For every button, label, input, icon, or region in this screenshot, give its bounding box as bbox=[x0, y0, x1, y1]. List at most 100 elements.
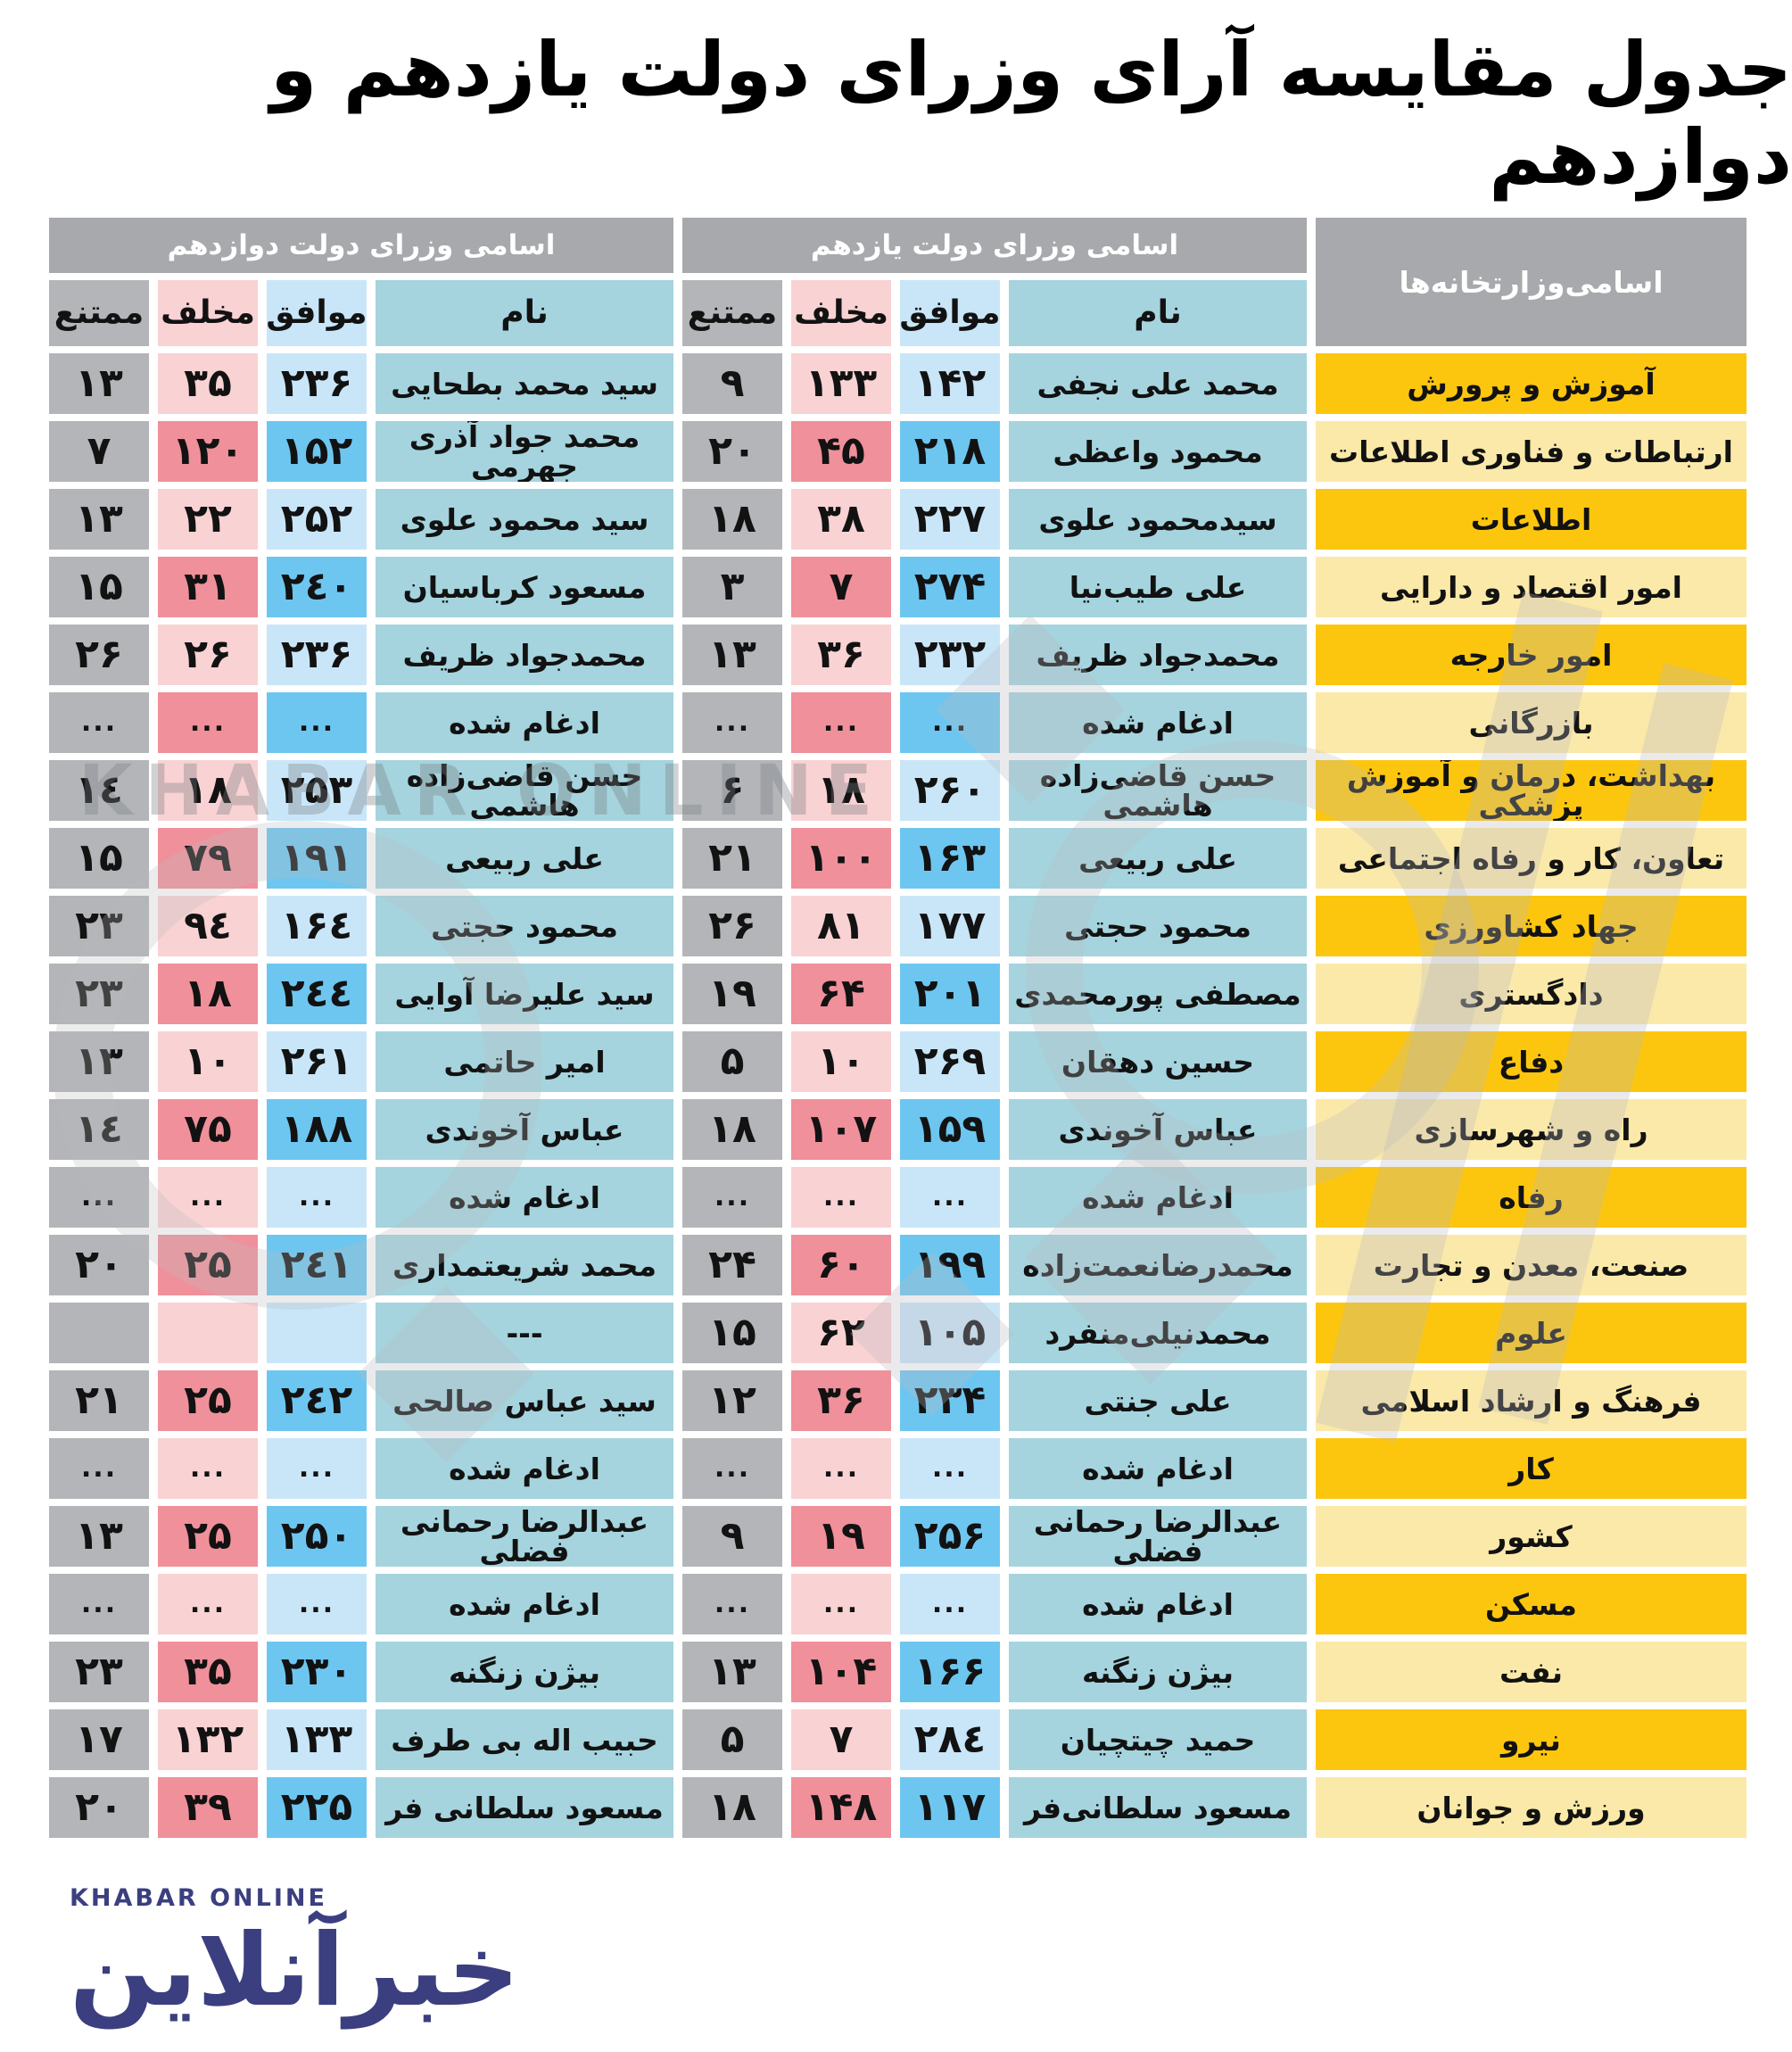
gov11-agree-votes-cell: ۱۱۷ bbox=[900, 1777, 1000, 1838]
gov11-minister-name-cell: عبدالرضا رحمانی فضلی bbox=[1009, 1506, 1307, 1567]
gov11-abstain-votes-cell: ... bbox=[682, 1167, 782, 1228]
gov11-minister-name-cell: محمد علی نجفی bbox=[1009, 353, 1307, 414]
ministry-cell: راه و شهرسازی bbox=[1316, 1099, 1747, 1160]
gov11-oppose-votes-cell: ۸۱ bbox=[791, 896, 891, 956]
gov12-oppose-votes-cell: ۱۸ bbox=[158, 760, 258, 821]
gov11-minister-name-cell: بیژن زنگنه bbox=[1009, 1642, 1307, 1702]
gov12-oppose-votes-cell: ۲۵ bbox=[158, 1235, 258, 1295]
gov12-abstain-votes-cell: ۷ bbox=[49, 421, 149, 482]
gov12-agree-votes-cell: ۲٤۱ bbox=[267, 1235, 367, 1295]
gov11-agree-votes-cell: ۲۷۴ bbox=[900, 557, 1000, 617]
gov12-oppose-votes-cell: ۱۲۰ bbox=[158, 421, 258, 482]
gov11-oppose-votes-cell: ۶۰ bbox=[791, 1235, 891, 1295]
gov11-agree-votes-cell: ۲۵۶ bbox=[900, 1506, 1000, 1567]
gov12-abstain-votes-cell: ۲۱ bbox=[49, 1370, 149, 1431]
gov12-agree-votes-cell: ۲۳۶ bbox=[267, 353, 367, 414]
gov12-agree-votes-cell: ... bbox=[267, 692, 367, 753]
gov12-minister-name-cell: سید عباس صالحی bbox=[376, 1370, 673, 1431]
gov11-oppose-votes-cell: ۱۰۰ bbox=[791, 828, 891, 889]
gov11-minister-name-cell: محمدجواد ظریف bbox=[1009, 625, 1307, 685]
ministry-cell: آموزش و پرورش bbox=[1316, 353, 1747, 414]
gov12-oppose-votes-cell: ۳۵ bbox=[158, 353, 258, 414]
ministry-cell: ورزش و جوانان bbox=[1316, 1777, 1747, 1838]
gov11-minister-name-cell: محمود حجتی bbox=[1009, 896, 1307, 956]
gov12-oppose-votes-cell: ... bbox=[158, 692, 258, 753]
gov12-minister-name-cell: ادغام شده bbox=[376, 1438, 673, 1499]
ministry-cell: جهاد کشاورزی bbox=[1316, 896, 1747, 956]
gov11-abstain-votes-cell: ۲۴ bbox=[682, 1235, 782, 1295]
gov12-abstain-votes-cell bbox=[49, 1303, 149, 1363]
gov11-abstain-votes-cell: ۵ bbox=[682, 1031, 782, 1092]
gov11-abstain-votes-cell: ۲۱ bbox=[682, 828, 782, 889]
gov11-agree-votes-cell: ۱۵۹ bbox=[900, 1099, 1000, 1160]
gov12-oppose-votes-cell: ۷۹ bbox=[158, 828, 258, 889]
gov11-minister-name-cell: علی جنتی bbox=[1009, 1370, 1307, 1431]
gov12-agree-votes-cell: ۲۶۱ bbox=[267, 1031, 367, 1092]
gov12-minister-name-cell: حبیب اله بی طرف bbox=[376, 1709, 673, 1770]
gov12-abstain-votes-cell: ۱۳ bbox=[49, 489, 149, 550]
gov12-minister-name-cell: بیژن زنگنه bbox=[376, 1642, 673, 1702]
gov12-oppose-votes-cell: ... bbox=[158, 1167, 258, 1228]
gov11-abstain-votes-cell: ۲۰ bbox=[682, 421, 782, 482]
gov11-agree-votes-cell: ... bbox=[900, 1574, 1000, 1634]
gov12-abstain-votes-cell: ۱۷ bbox=[49, 1709, 149, 1770]
ministry-cell: دفاع bbox=[1316, 1031, 1747, 1092]
gov11-abstain-votes-cell: ... bbox=[682, 692, 782, 753]
gov11-oppose-votes-cell: ۳۸ bbox=[791, 489, 891, 550]
gov12-agree-column-header: موافق bbox=[267, 280, 367, 346]
gov11-agree-votes-cell: ۱۶۳ bbox=[900, 828, 1000, 889]
ministry-cell: امور اقتصاد و دارایی bbox=[1316, 557, 1747, 617]
gov12-agree-votes-cell: ۱۶٤ bbox=[267, 896, 367, 956]
gov12-abstain-votes-cell: ۱۵ bbox=[49, 557, 149, 617]
gov11-minister-name-cell: محمود واعظی bbox=[1009, 421, 1307, 482]
gov12-abstain-votes-cell: ۲۰ bbox=[49, 1235, 149, 1295]
gov11-minister-name-cell: ادغام شده bbox=[1009, 692, 1307, 753]
gov12-abstain-votes-cell: ۲۳ bbox=[49, 964, 149, 1024]
gov11-agree-votes-cell: ۲۳۴ bbox=[900, 1370, 1000, 1431]
gov11-agree-votes-cell: ۲۸٤ bbox=[900, 1709, 1000, 1770]
gov12-minister-name-cell: ادغام شده bbox=[376, 1574, 673, 1634]
gov11-agree-votes-cell: ۱۴۲ bbox=[900, 353, 1000, 414]
gov11-agree-votes-cell: ۲۳۲ bbox=[900, 625, 1000, 685]
gov11-abstain-votes-cell: ۱۲ bbox=[682, 1370, 782, 1431]
gov11-minister-name-cell: محمدرضانعمت‌زاده bbox=[1009, 1235, 1307, 1295]
votes-comparison-table: اسامی‌وزارتخانه‌ها اسامی وزرای دولت یازد… bbox=[49, 218, 1747, 1838]
gov12-abstain-votes-cell: ۱٤ bbox=[49, 1099, 149, 1160]
gov12-abstain-votes-cell: ... bbox=[49, 692, 149, 753]
gov12-oppose-votes-cell: ۱۳۲ bbox=[158, 1709, 258, 1770]
gov11-group-header: اسامی وزرای دولت یازدهم bbox=[682, 218, 1307, 273]
gov11-minister-name-cell: ادغام شده bbox=[1009, 1438, 1307, 1499]
gov11-oppose-votes-cell: ۱۳۳ bbox=[791, 353, 891, 414]
gov12-agree-votes-cell: ۲۵۰ bbox=[267, 1506, 367, 1567]
gov11-oppose-votes-cell: ... bbox=[791, 1438, 891, 1499]
ministry-cell: فرهنگ و ارشاد اسلامی bbox=[1316, 1370, 1747, 1431]
gov12-minister-name-cell: --- bbox=[376, 1303, 673, 1363]
gov11-oppose-votes-cell: ۱۰۷ bbox=[791, 1099, 891, 1160]
gov12-oppose-votes-cell: ۷۵ bbox=[158, 1099, 258, 1160]
ministry-cell: کشور bbox=[1316, 1506, 1747, 1567]
gov11-oppose-votes-cell: ۶۲ bbox=[791, 1303, 891, 1363]
ministry-cell: رفاه bbox=[1316, 1167, 1747, 1228]
ministries-group-header: اسامی‌وزارتخانه‌ها bbox=[1316, 218, 1747, 346]
gov11-abstain-votes-cell: ... bbox=[682, 1438, 782, 1499]
gov12-abstain-votes-cell: ... bbox=[49, 1574, 149, 1634]
gov11-oppose-votes-cell: ۱۸ bbox=[791, 760, 891, 821]
gov12-agree-votes-cell: ... bbox=[267, 1438, 367, 1499]
gov12-minister-name-cell: مسعود سلطانی فر bbox=[376, 1777, 673, 1838]
gov11-minister-name-cell: ادغام شده bbox=[1009, 1574, 1307, 1634]
gov12-abstain-votes-cell: ۱۳ bbox=[49, 353, 149, 414]
gov11-abstain-votes-cell: ۱۹ bbox=[682, 964, 782, 1024]
gov12-minister-name-cell: عبدالرضا رحمانی فضلی bbox=[376, 1506, 673, 1567]
gov12-agree-votes-cell: ۲٤۲ bbox=[267, 1370, 367, 1431]
gov12-minister-name-cell: حسن قاضی‌زاده هاشمی bbox=[376, 760, 673, 821]
gov11-oppose-votes-cell: ۱۰۴ bbox=[791, 1642, 891, 1702]
gov12-oppose-votes-cell: ۳۱ bbox=[158, 557, 258, 617]
logo-latin-text: KHABAR ONLINE bbox=[70, 1884, 327, 1912]
gov12-minister-name-cell: عباس آخوندی bbox=[376, 1099, 673, 1160]
gov11-abstain-votes-cell: ۳ bbox=[682, 557, 782, 617]
gov12-oppose-votes-cell: ۲۵ bbox=[158, 1370, 258, 1431]
gov12-oppose-votes-cell: ۱۸ bbox=[158, 964, 258, 1024]
gov11-abstain-votes-cell: ۵ bbox=[682, 1709, 782, 1770]
ministry-cell: بازرگانی bbox=[1316, 692, 1747, 753]
